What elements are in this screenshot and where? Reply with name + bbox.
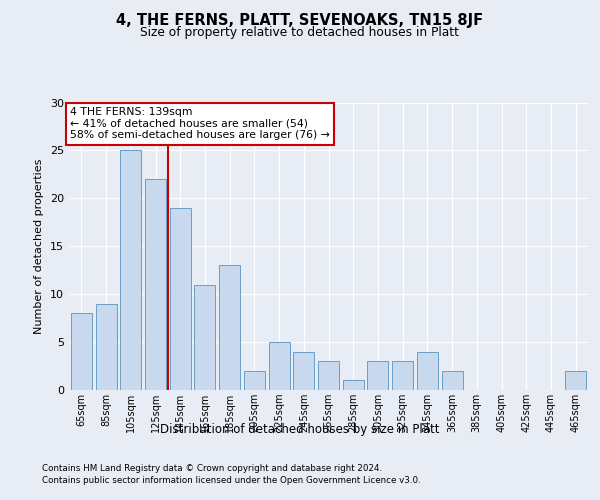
Bar [318, 361, 339, 390]
Bar [145, 179, 166, 390]
Bar [71, 314, 92, 390]
Bar [120, 150, 141, 390]
Text: 4 THE FERNS: 139sqm
← 41% of detached houses are smaller (54)
58% of semi-detach: 4 THE FERNS: 139sqm ← 41% of detached ho… [70, 108, 330, 140]
Bar [194, 284, 215, 390]
Bar [392, 361, 413, 390]
Bar [417, 352, 438, 390]
Bar [367, 361, 388, 390]
Bar [95, 304, 116, 390]
Text: Size of property relative to detached houses in Platt: Size of property relative to detached ho… [140, 26, 460, 39]
Bar [170, 208, 191, 390]
Text: 4, THE FERNS, PLATT, SEVENOAKS, TN15 8JF: 4, THE FERNS, PLATT, SEVENOAKS, TN15 8JF [116, 12, 484, 28]
Bar [442, 371, 463, 390]
Text: Contains HM Land Registry data © Crown copyright and database right 2024.: Contains HM Land Registry data © Crown c… [42, 464, 382, 473]
Bar [269, 342, 290, 390]
Bar [565, 371, 586, 390]
Bar [293, 352, 314, 390]
Bar [343, 380, 364, 390]
Bar [244, 371, 265, 390]
Y-axis label: Number of detached properties: Number of detached properties [34, 158, 44, 334]
Bar [219, 266, 240, 390]
Text: Distribution of detached houses by size in Platt: Distribution of detached houses by size … [160, 422, 440, 436]
Text: Contains public sector information licensed under the Open Government Licence v3: Contains public sector information licen… [42, 476, 421, 485]
